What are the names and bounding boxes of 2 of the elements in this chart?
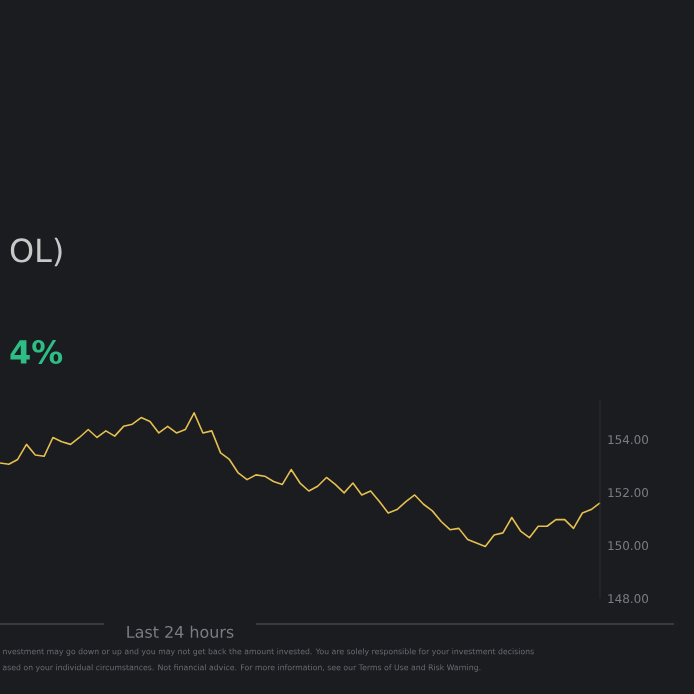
chart-title: OL) — [10, 237, 62, 267]
chart-subtitle: 4% — [10, 339, 63, 365]
